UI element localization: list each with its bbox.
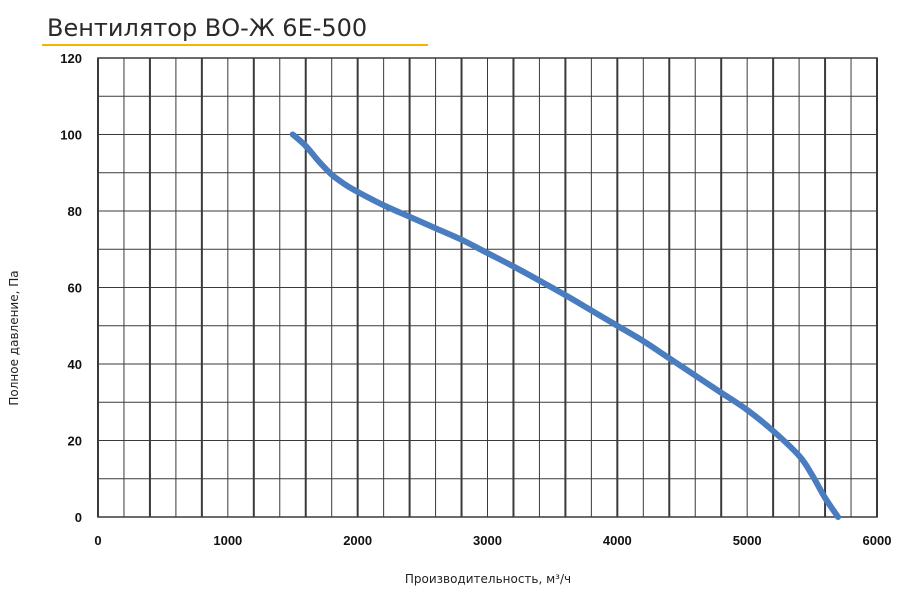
y-tick-label: 40 — [68, 357, 82, 372]
x-tick-label: 3000 — [473, 533, 502, 548]
chart-title: Вентилятор ВО-Ж 6Е-500 — [47, 14, 368, 42]
x-tick-label: 1000 — [213, 533, 242, 548]
y-tick-label: 80 — [68, 204, 82, 219]
x-tick-label: 0 — [94, 533, 101, 548]
y-tick-label: 0 — [75, 510, 82, 525]
y-axis-label: Полное давление, Па — [7, 270, 21, 405]
plot-border — [97, 57, 878, 518]
x-tick-label: 2000 — [343, 533, 372, 548]
series-layer — [289, 131, 842, 520]
y-tick-label: 100 — [60, 128, 82, 143]
y-tick-label: 120 — [60, 51, 82, 66]
title-underline — [42, 44, 428, 46]
y-tick-label: 60 — [68, 281, 82, 296]
x-axis-label: Производительность, м³/ч — [405, 572, 571, 586]
x-tick-label: 4000 — [603, 533, 632, 548]
y-tick-label: 20 — [68, 434, 82, 449]
x-tick-label: 5000 — [733, 533, 762, 548]
tick-labels: 0 1000 2000 3000 4000 5000 6000 0 20 40 60 80 100 120 — [60, 51, 891, 548]
series-line — [289, 131, 842, 520]
x-tick-label: 6000 — [863, 533, 892, 548]
grid — [97, 57, 878, 518]
